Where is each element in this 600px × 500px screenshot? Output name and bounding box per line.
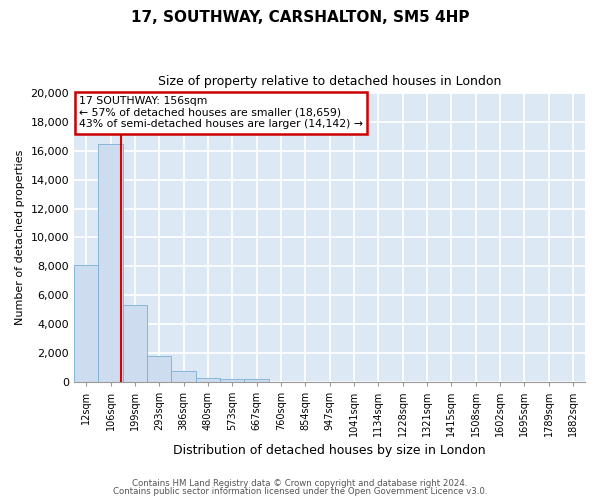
Bar <box>147 356 172 382</box>
Bar <box>98 144 123 382</box>
Bar <box>172 371 196 382</box>
Text: Contains public sector information licensed under the Open Government Licence v3: Contains public sector information licen… <box>113 487 487 496</box>
Text: 17, SOUTHWAY, CARSHALTON, SM5 4HP: 17, SOUTHWAY, CARSHALTON, SM5 4HP <box>131 10 469 25</box>
Text: 17 SOUTHWAY: 156sqm
← 57% of detached houses are smaller (18,659)
43% of semi-de: 17 SOUTHWAY: 156sqm ← 57% of detached ho… <box>79 96 363 130</box>
X-axis label: Distribution of detached houses by size in London: Distribution of detached houses by size … <box>173 444 486 458</box>
Y-axis label: Number of detached properties: Number of detached properties <box>15 150 25 325</box>
Bar <box>244 379 269 382</box>
Bar <box>220 379 244 382</box>
Bar <box>74 265 98 382</box>
Bar <box>196 378 220 382</box>
Bar <box>123 305 147 382</box>
Text: Contains HM Land Registry data © Crown copyright and database right 2024.: Contains HM Land Registry data © Crown c… <box>132 478 468 488</box>
Title: Size of property relative to detached houses in London: Size of property relative to detached ho… <box>158 75 501 88</box>
